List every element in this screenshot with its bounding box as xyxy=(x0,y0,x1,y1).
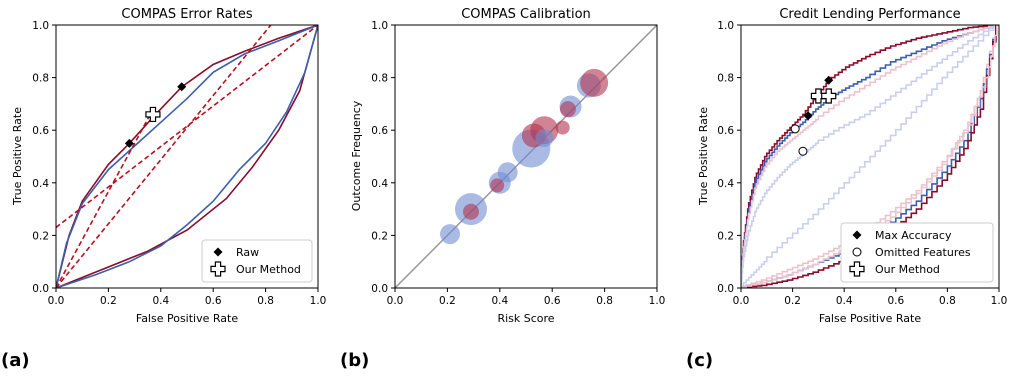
x-tick-label: 0.8 xyxy=(596,295,613,307)
series-line-3 xyxy=(56,25,318,288)
chart-title: COMPAS Error Rates xyxy=(121,7,252,22)
y-tick-label: 0.0 xyxy=(717,283,734,295)
y-tick-label: 0.6 xyxy=(32,125,49,137)
legend-box xyxy=(840,222,994,283)
panel-c-credit-lending-performance: Credit Lending Performance False Positiv… xyxy=(686,7,1007,371)
series-line-1 xyxy=(741,25,999,288)
legend-entry-label: Raw xyxy=(236,246,259,259)
x-axis-label: False Positive Rate xyxy=(819,312,921,325)
bubble-point-9 xyxy=(535,129,554,148)
diamond-marker xyxy=(213,247,223,257)
x-tick-label: 0.8 xyxy=(257,295,274,307)
series-line-4 xyxy=(56,25,318,229)
x-tick-label: 0.6 xyxy=(887,295,904,307)
series-line-5 xyxy=(56,25,272,288)
x-tick-label: 0.0 xyxy=(48,295,65,307)
legend-entry-label: Omitted Features xyxy=(875,246,971,259)
x-axis-label: Risk Score xyxy=(497,312,554,325)
plus-marker xyxy=(145,106,161,123)
circle-marker xyxy=(798,146,808,156)
diamond-marker xyxy=(803,111,813,121)
circle-marker xyxy=(790,124,800,134)
y-tick-label: 0.2 xyxy=(32,230,49,242)
series-line-2 xyxy=(741,25,999,288)
series-line-6 xyxy=(56,114,152,288)
panel-b-compas-calibration: COMPAS Calibration Risk Score Outcome Fr… xyxy=(340,7,665,371)
axes-frame xyxy=(394,24,658,289)
y-tick-label: 0.6 xyxy=(717,125,734,137)
chart-title: COMPAS Calibration xyxy=(461,7,591,22)
bubble-point-0 xyxy=(440,224,461,245)
y-tick-label: 0.8 xyxy=(32,73,49,85)
x-tick-label: 0.6 xyxy=(205,295,222,307)
x-tick-label: 0.2 xyxy=(784,295,801,307)
bubble-point-5 xyxy=(490,178,505,193)
series-line-4 xyxy=(741,25,999,288)
x-tick-label: 0.2 xyxy=(439,295,456,307)
plus-marker xyxy=(849,261,865,277)
plot-area xyxy=(395,25,657,288)
chart-title: Credit Lending Performance xyxy=(779,7,960,22)
x-tick-label: 0.4 xyxy=(836,295,853,307)
y-tick-label: 0.4 xyxy=(717,178,734,190)
series-line-3 xyxy=(741,25,999,288)
bubble-point-12 xyxy=(559,101,576,118)
legend-entry-label: Our Method xyxy=(875,263,940,276)
panel-a-compas-error-rates: COMPAS Error Rates False Positive Rate T… xyxy=(1,7,326,371)
y-tick-label: 0.4 xyxy=(32,178,49,190)
panel-letter-b: (b) xyxy=(340,350,369,371)
bubble-point-14 xyxy=(580,68,609,97)
y-tick-label: 1.0 xyxy=(32,20,49,32)
x-tick-label: 1.0 xyxy=(991,295,1008,307)
y-tick-label: 0.0 xyxy=(371,283,388,295)
bubble-point-10 xyxy=(555,120,570,135)
y-tick-label: 0.2 xyxy=(371,230,388,242)
legend: Max Accuracy Omitted Features Our Method xyxy=(840,222,994,283)
series-line-2 xyxy=(56,25,318,288)
diamond-marker xyxy=(124,138,134,148)
bubble-point-4 xyxy=(497,162,518,183)
plot-area xyxy=(56,25,318,288)
y-tick-label: 0.8 xyxy=(371,73,388,85)
x-tick-label: 0.8 xyxy=(939,295,956,307)
diamond-marker xyxy=(824,75,834,85)
series-line-1 xyxy=(56,25,318,288)
plus-marker xyxy=(210,261,226,277)
y-tick-label: 0.6 xyxy=(371,125,388,137)
x-tick-label: 0.0 xyxy=(387,295,404,307)
legend-entry-label: Our Method xyxy=(236,263,301,276)
axes-frame xyxy=(740,24,1000,289)
plus-marker xyxy=(821,88,837,104)
y-tick-label: 0.8 xyxy=(717,73,734,85)
axes-frame xyxy=(55,24,319,289)
y-axis-label: Outcome Frequency xyxy=(350,100,363,211)
x-tick-label: 0.4 xyxy=(152,295,169,307)
plus-marker xyxy=(810,88,826,104)
diamond-marker xyxy=(177,82,187,92)
x-axis-label: False Positive Rate xyxy=(136,312,238,325)
x-tick-label: 0.6 xyxy=(544,295,561,307)
x-tick-label: 0.2 xyxy=(100,295,117,307)
y-tick-label: 1.0 xyxy=(717,20,734,32)
x-tick-label: 1.0 xyxy=(649,295,666,307)
y-tick-label: 0.2 xyxy=(717,230,734,242)
y-tick-label: 0.4 xyxy=(371,178,388,190)
x-tick-label: 0.0 xyxy=(733,295,750,307)
panel-letter-a: (a) xyxy=(1,350,30,371)
legend: Raw Our Method xyxy=(201,239,313,283)
legend-entry-label: Max Accuracy xyxy=(875,229,952,242)
x-tick-label: 0.4 xyxy=(491,295,508,307)
y-axis-label: True Positive Rate xyxy=(697,107,710,206)
circle-marker xyxy=(852,247,862,257)
y-axis-label: True Positive Rate xyxy=(11,107,24,206)
legend-box xyxy=(201,239,313,283)
bubble-point-2 xyxy=(462,203,479,220)
y-tick-label: 1.0 xyxy=(371,20,388,32)
diamond-marker xyxy=(852,230,862,240)
series-line-5 xyxy=(741,25,999,288)
panel-letter-c: (c) xyxy=(686,350,713,371)
x-tick-label: 1.0 xyxy=(310,295,327,307)
y-tick-label: 0.0 xyxy=(32,283,49,295)
